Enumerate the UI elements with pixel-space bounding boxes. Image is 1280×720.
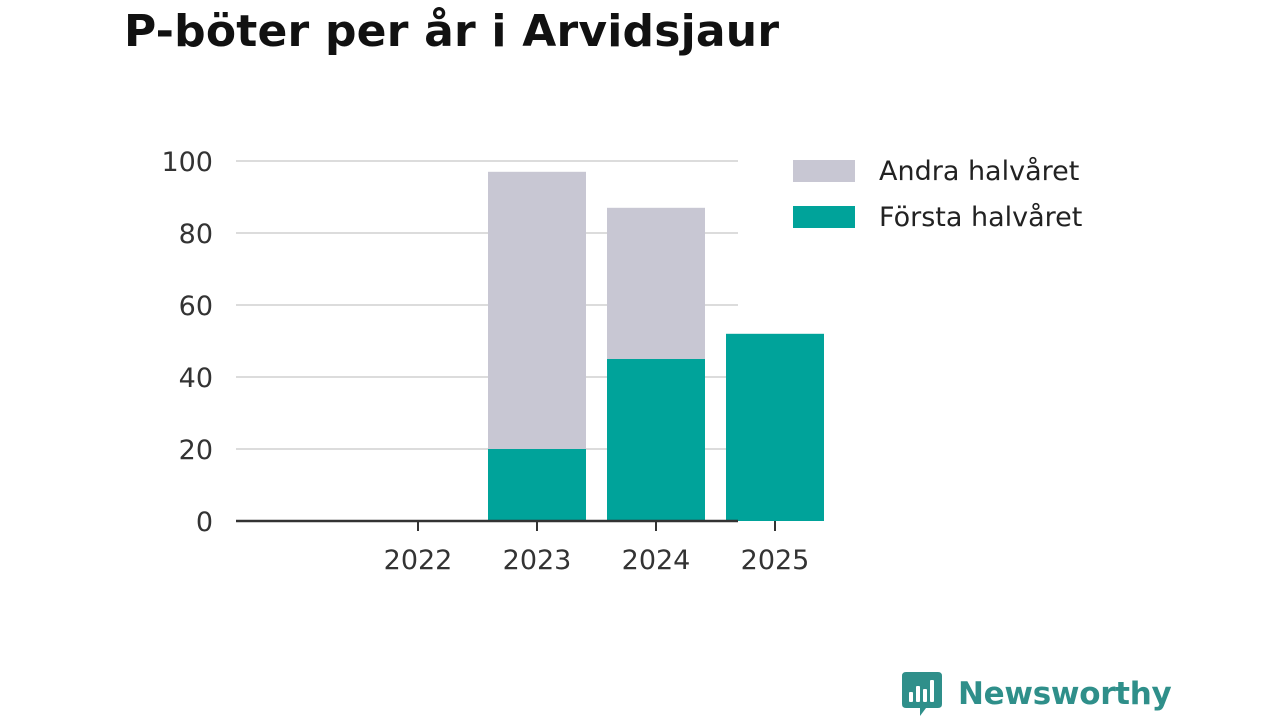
newsworthy-logo-icon	[902, 672, 942, 716]
brand-name: Newsworthy	[958, 676, 1172, 712]
legend-label-forsta: Första halvåret	[879, 201, 1083, 233]
y-tick-label-20: 20	[179, 435, 213, 466]
bar-2024-forsta	[607, 359, 705, 521]
y-tick-label-40: 40	[179, 363, 213, 394]
x-tick-label-2024: 2024	[622, 545, 691, 576]
legend-swatch-andra	[793, 160, 855, 182]
bar-2025-forsta	[726, 333, 824, 521]
y-tick-label-100: 100	[161, 147, 213, 178]
legend: Andra halvåret Första halvåret	[793, 148, 1082, 240]
x-tick-label-2023: 2023	[503, 545, 572, 576]
legend-item-forsta: Första halvåret	[793, 194, 1082, 240]
bar-2023-andra	[488, 171, 586, 450]
bar-2024-andra	[607, 207, 705, 359]
bar-2023-forsta	[488, 449, 586, 521]
chart-title: P-böter per år i Arvidsjaur	[124, 6, 780, 57]
x-tick-label-2022: 2022	[384, 545, 453, 576]
legend-swatch-forsta	[793, 206, 855, 228]
y-tick-label-0: 0	[196, 507, 213, 538]
y-tick-label-60: 60	[179, 291, 213, 322]
legend-item-andra: Andra halvåret	[793, 148, 1082, 194]
brand-logo: Newsworthy	[902, 670, 1172, 718]
y-tick-label-80: 80	[179, 219, 213, 250]
legend-label-andra: Andra halvåret	[879, 155, 1080, 187]
x-tick-label-2025: 2025	[741, 545, 810, 576]
